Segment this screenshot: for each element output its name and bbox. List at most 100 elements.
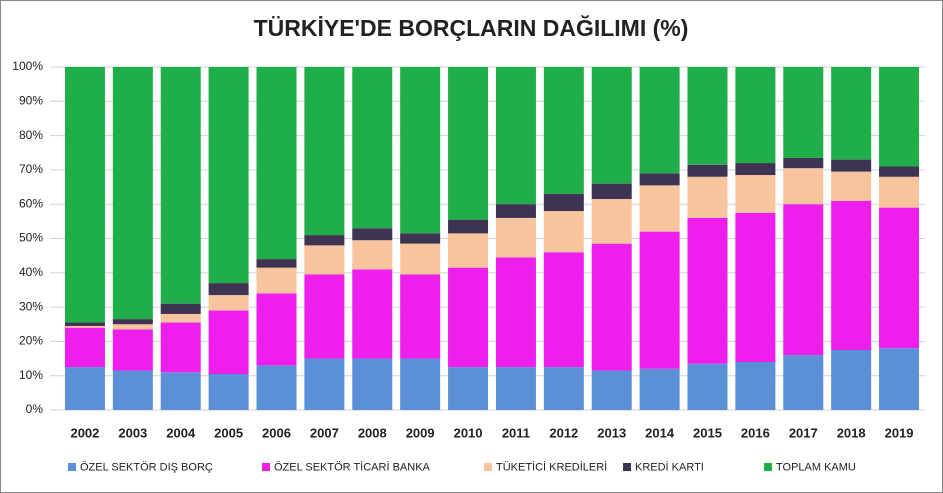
- bar-segment: [112, 329, 153, 371]
- bar-segment: [304, 67, 345, 236]
- bar-segment: [352, 67, 393, 229]
- bar-segment: [543, 252, 584, 368]
- x-tick-label: 2008: [358, 425, 387, 440]
- legend-label: ÖZEL SEKTÖR DIŞ BORÇ: [80, 461, 213, 473]
- bar-segment: [256, 259, 297, 268]
- bar-segment: [735, 163, 776, 176]
- bar-segment: [256, 67, 297, 260]
- legend-swatch: [484, 463, 492, 471]
- x-tick-label: 2019: [885, 425, 914, 440]
- bar-segment: [64, 67, 105, 323]
- bar-segment: [304, 358, 345, 410]
- bar-segment: [495, 67, 536, 205]
- y-tick-label: 50%: [19, 231, 43, 245]
- x-tick-label: 2017: [789, 425, 818, 440]
- bar-segment: [160, 303, 201, 314]
- bar-segment: [495, 204, 536, 218]
- bar-segment: [879, 207, 920, 349]
- x-tick-label: 2003: [118, 425, 147, 440]
- legend-label: TOPLAM KAMU: [776, 461, 856, 473]
- bar-segment: [783, 355, 824, 410]
- y-tick-label: 30%: [19, 299, 43, 313]
- bar-segment: [495, 257, 536, 368]
- legend-label: ÖZEL SEKTÖR TİCARİ BANKA: [274, 460, 431, 473]
- x-tick-label: 2007: [310, 425, 339, 440]
- bar-segment: [448, 219, 489, 234]
- x-tick-label: 2018: [837, 425, 866, 440]
- y-tick-label: 0%: [26, 402, 44, 416]
- bar-segment: [735, 175, 776, 213]
- bar-segment: [495, 217, 536, 258]
- bar-segment: [879, 67, 920, 167]
- bar-segment: [304, 274, 345, 359]
- x-tick-label: 2012: [549, 425, 578, 440]
- y-tick-label: 80%: [19, 128, 43, 142]
- bar-segment: [400, 233, 441, 244]
- x-tick-label: 2005: [214, 425, 243, 440]
- bar-segment: [735, 67, 776, 164]
- bar-segment: [160, 372, 201, 410]
- y-tick-label: 70%: [19, 162, 43, 176]
- y-tick-label: 90%: [19, 93, 43, 107]
- bar-segment: [543, 367, 584, 410]
- bar-segment: [112, 370, 153, 410]
- bar-segment: [783, 204, 824, 356]
- bar-segment: [831, 67, 872, 160]
- y-tick-label: 10%: [19, 368, 43, 382]
- y-tick-label: 100%: [12, 59, 43, 73]
- bar-segment: [256, 267, 297, 294]
- bar-segment: [352, 358, 393, 410]
- bar-segment: [448, 267, 489, 368]
- x-tick-label: 2016: [741, 425, 770, 440]
- legend-label: KREDİ KARTI: [635, 460, 704, 473]
- bar-segment: [831, 159, 872, 172]
- bar-segment: [160, 322, 201, 373]
- x-tick-label: 2014: [645, 425, 675, 440]
- bar-segment: [208, 295, 249, 311]
- bar-segment: [591, 183, 632, 200]
- bar-segment: [400, 274, 441, 359]
- bar-segment: [639, 67, 680, 174]
- bar-segment: [112, 324, 153, 330]
- bar-segment: [639, 231, 680, 369]
- bar-segment: [591, 243, 632, 371]
- bar-segment: [160, 67, 201, 304]
- bar-segment: [735, 361, 776, 410]
- chart-title: TÜRKİYE'DE BORÇLARIN DAĞILIMI (%): [254, 14, 689, 41]
- bar-segment: [352, 269, 393, 359]
- bar-segment: [687, 67, 728, 165]
- bar-segment: [352, 240, 393, 270]
- legend-swatch: [68, 463, 76, 471]
- bar-segment: [448, 367, 489, 410]
- legend-swatch: [623, 463, 631, 471]
- y-tick-label: 40%: [19, 265, 43, 279]
- bar-segment: [352, 228, 393, 241]
- bar-segment: [687, 363, 728, 410]
- x-tick-label: 2004: [166, 425, 196, 440]
- bar-segment: [591, 370, 632, 410]
- bar-segment: [64, 327, 105, 368]
- bar-segment: [160, 313, 201, 323]
- bar-segment: [831, 171, 872, 201]
- bar-segment: [783, 157, 824, 169]
- bar-segment: [783, 168, 824, 205]
- bar-segment: [831, 200, 872, 350]
- bar-segment: [208, 283, 249, 296]
- bar-segment: [495, 367, 536, 410]
- x-tick-label: 2006: [262, 425, 291, 440]
- bar-segment: [208, 373, 249, 410]
- bar-segment: [304, 245, 345, 275]
- legend-swatch: [764, 463, 772, 471]
- bar-segment: [400, 358, 441, 410]
- bar-segment: [783, 67, 824, 158]
- bar-segment: [64, 367, 105, 410]
- bar-segment: [543, 193, 584, 212]
- bar-segment: [591, 67, 632, 184]
- bar-segment: [543, 211, 584, 253]
- bar-segment: [831, 349, 872, 410]
- bar-segment: [879, 176, 920, 208]
- x-tick-label: 2010: [454, 425, 483, 440]
- bar-segment: [687, 176, 728, 218]
- x-tick-label: 2002: [70, 425, 99, 440]
